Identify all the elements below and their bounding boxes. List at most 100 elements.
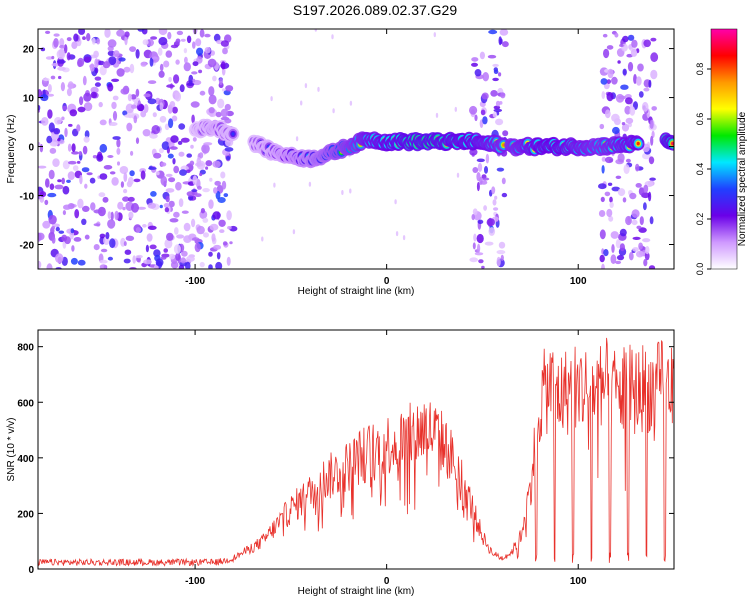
heatmap-noise-blob <box>90 91 98 99</box>
heatmap-noise-blob <box>644 251 650 261</box>
heatmap-noise-blob <box>99 233 106 239</box>
heatmap-noise-blob <box>645 246 650 255</box>
colorbar-tick-label: 0.8 <box>695 63 705 76</box>
heatmap-noise-blob <box>77 106 86 113</box>
heatmap-noise-blob <box>477 219 484 224</box>
heatmap-noise-blob <box>99 259 108 264</box>
heatmap-noise-blob <box>143 93 151 98</box>
heatmap-noise-blob <box>127 176 134 186</box>
heatmap-noise-blob <box>49 147 57 154</box>
heatmap-noise-blob <box>499 29 509 36</box>
heatmap-noise-blob <box>192 137 197 142</box>
heatmap-noise-blob <box>123 241 127 247</box>
heatmap-noise-blob <box>52 158 60 168</box>
heatmap-noise-blob <box>47 93 54 97</box>
heatmap-noise-blob <box>107 155 114 158</box>
heatmap-noise-blob <box>472 208 478 216</box>
heatmap-noise-blob <box>211 233 216 242</box>
heatmap-noise-blob <box>619 228 627 237</box>
heatmap-noise-blob <box>229 241 233 245</box>
heatmap-noise-blob <box>486 218 495 227</box>
heatmap-noise-blob <box>478 259 484 264</box>
heatmap-noise-blob <box>47 84 52 93</box>
heatmap-noise-blob <box>50 75 56 80</box>
heatmap-noise-blob <box>208 107 215 114</box>
heatmap-noise-blob <box>155 171 160 176</box>
heatmap-noise-blob <box>402 235 406 241</box>
heatmap-noise-blob <box>73 237 82 242</box>
heatmap-noise-blob <box>135 254 143 259</box>
heatmap-noise-blob <box>155 258 164 267</box>
y-tick-label: 800 <box>17 343 34 354</box>
heatmap-noise-blob <box>630 48 638 57</box>
heatmap-noise-blob <box>55 226 60 232</box>
heatmap-noise-blob <box>650 52 659 63</box>
heatmap-noise-blob <box>152 56 158 60</box>
snr-frame <box>37 329 675 570</box>
heatmap-noise-blob <box>395 231 399 237</box>
heatmap-noise-blob <box>192 175 198 186</box>
heatmap-noise-blob <box>107 219 116 229</box>
heatmap-noise-blob <box>178 151 185 157</box>
heatmap-noise-blob <box>610 254 617 264</box>
heatmap-noise-blob <box>606 208 613 218</box>
heatmap-noise-blob <box>77 259 86 266</box>
heatmap-noise-blob <box>45 30 51 34</box>
heatmap-noise-blob <box>123 188 128 194</box>
heatmap-noise-blob <box>188 74 194 85</box>
heatmap-noise-blob <box>218 78 223 86</box>
heatmap-noise-blob <box>341 190 344 195</box>
heatmap-noise-blob <box>488 227 496 236</box>
heatmap-noise-blob <box>500 254 504 261</box>
heatmap-noise-blob <box>471 214 475 221</box>
heatmap-noise-blob <box>612 126 620 135</box>
heatmap-noise-blob <box>488 29 498 35</box>
heatmap-noise-blob <box>492 63 499 67</box>
heatmap-noise-blob <box>109 238 116 249</box>
heatmap-noise-blob <box>159 204 163 209</box>
heatmap-noise-blob <box>223 193 229 198</box>
heatmap-signal-layer <box>188 118 674 169</box>
heatmap-noise-blob <box>601 156 606 162</box>
heatmap-noise-blob <box>99 65 107 76</box>
heatmap-noise-blob <box>648 265 656 269</box>
heatmap-noise-blob <box>149 133 158 139</box>
heatmap-noise-blob <box>160 256 167 260</box>
heatmap-noise-blob <box>454 106 457 112</box>
heatmap-noise-blob <box>628 252 634 261</box>
heatmap-noise-blob <box>477 243 481 253</box>
snr-x-label: Height of straight line (km) <box>298 586 415 597</box>
heatmap-noise-blob <box>191 189 198 193</box>
heatmap-noise-blob <box>602 33 608 38</box>
heatmap-noise-blob <box>619 243 626 252</box>
heatmap-noise-blob <box>492 111 498 118</box>
heatmap-noise-blob <box>53 33 60 37</box>
heatmap-noise-blob <box>615 260 622 265</box>
heatmap-noise-blob <box>199 29 205 38</box>
heatmap-noise-blob <box>140 110 147 118</box>
heatmap-noise-blob <box>627 61 634 72</box>
heatmap-noise-blob <box>493 69 499 75</box>
heatmap-noise-blob <box>625 158 631 163</box>
heatmap-noise-blob <box>186 35 192 44</box>
y-tick-label: 0 <box>28 565 34 576</box>
heatmap-noise-blob <box>295 136 299 142</box>
heatmap-noise-blob <box>615 175 622 179</box>
heatmap-noise-blob <box>205 166 209 170</box>
heatmap-noise-blob <box>202 217 209 223</box>
heatmap-noise-blob <box>332 108 335 114</box>
heatmap-noise-blob <box>225 85 234 92</box>
heatmap-noise-blob <box>46 263 53 269</box>
heatmap-noise-blob <box>58 230 65 234</box>
heatmap-noise-blob <box>40 94 49 102</box>
heatmap-noise-blob <box>62 185 70 195</box>
heatmap-noise-blob <box>476 233 484 244</box>
heatmap-noise-blob <box>142 224 147 228</box>
heatmap-noise-blob <box>66 88 72 97</box>
heatmap-noise-blob <box>133 115 138 124</box>
heatmap-noise-blob <box>622 197 627 203</box>
heatmap-noise-blob <box>159 102 164 111</box>
heatmap-noise-blob <box>117 161 120 166</box>
heatmap-noise-blob <box>492 199 497 206</box>
